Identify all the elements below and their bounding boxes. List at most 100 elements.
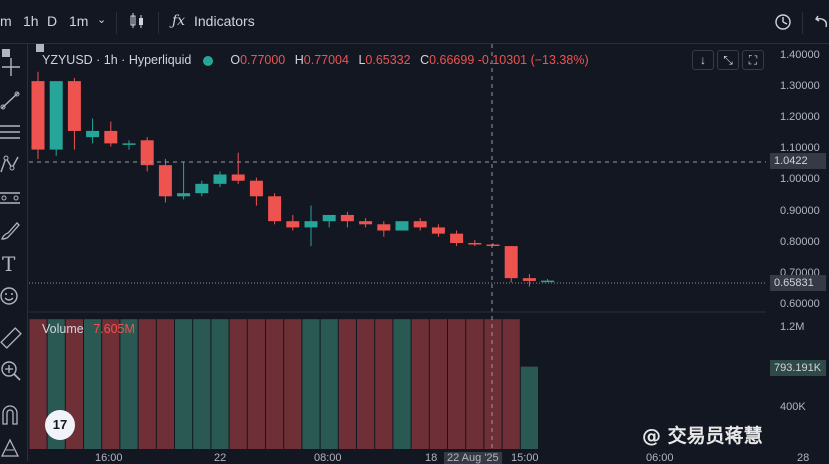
- candle-body[interactable]: [195, 183, 209, 194]
- candle-body[interactable]: [377, 224, 391, 231]
- candle-body[interactable]: [104, 130, 118, 144]
- candle-body[interactable]: [431, 227, 445, 234]
- volume-bar[interactable]: [211, 319, 229, 449]
- volume-label[interactable]: Volume: [42, 322, 84, 336]
- ruler-icon[interactable]: [0, 327, 22, 349]
- candle-body[interactable]: [249, 180, 263, 197]
- time-tick-label: 08:00: [314, 452, 342, 464]
- volume-bar[interactable]: [284, 319, 302, 449]
- price-chart[interactable]: [29, 44, 766, 461]
- volume-bar[interactable]: [411, 319, 429, 449]
- tradingview-logo[interactable]: 17: [45, 410, 75, 440]
- candle-body[interactable]: [468, 242, 482, 245]
- volume-bar[interactable]: [393, 319, 411, 449]
- candle-body[interactable]: [286, 221, 300, 228]
- replay-clock-icon[interactable]: [774, 12, 794, 35]
- volume-bar[interactable]: [247, 319, 265, 449]
- candle-body[interactable]: [504, 246, 518, 279]
- volume-tick-label: 400K: [780, 401, 806, 413]
- toolbar-divider: [802, 12, 803, 34]
- text-tool-icon[interactable]: T: [2, 252, 16, 276]
- volume-bar[interactable]: [502, 319, 520, 449]
- close-label: C: [420, 53, 430, 67]
- candle-body[interactable]: [140, 140, 154, 166]
- maximize-pane-button[interactable]: ⛶: [742, 50, 764, 70]
- drawing-toolbar: T: [0, 44, 28, 461]
- volume-bar[interactable]: [429, 319, 447, 449]
- candle-body[interactable]: [158, 165, 172, 197]
- volume-bar[interactable]: [484, 319, 502, 449]
- volume-bar[interactable]: [102, 319, 120, 449]
- candle-body[interactable]: [413, 221, 427, 228]
- candle-body[interactable]: [67, 81, 81, 131]
- candle-body[interactable]: [122, 143, 136, 145]
- forecast-tool-icon[interactable]: [0, 187, 22, 209]
- interval-d-button[interactable]: D: [47, 13, 58, 29]
- symbol-legend: YZYUSD · 1h · Hyperliquid O0.77000 H0.77…: [42, 53, 589, 67]
- volume-current-label: 793.191K: [770, 360, 826, 376]
- volume-bar[interactable]: [29, 319, 47, 449]
- volume-bar[interactable]: [138, 319, 156, 449]
- collapse-pane-button[interactable]: ⤡: [717, 50, 739, 70]
- candle-body[interactable]: [31, 81, 45, 150]
- brush-icon[interactable]: [0, 220, 22, 242]
- candle-body[interactable]: [340, 214, 354, 222]
- volume-bar[interactable]: [320, 319, 338, 449]
- interval-minutes-partial[interactable]: m: [0, 13, 12, 29]
- move-pane-down-button[interactable]: ↓: [692, 50, 714, 70]
- open-label: O: [230, 53, 241, 67]
- time-tick-label: 28: [797, 452, 810, 464]
- volume-bar[interactable]: [357, 319, 375, 449]
- horizontal-lines-icon[interactable]: [0, 121, 22, 143]
- function-indicators-icon[interactable]: ƒx: [172, 13, 186, 29]
- volume-bar[interactable]: [229, 319, 247, 449]
- volume-bar[interactable]: [266, 319, 284, 449]
- candle-body[interactable]: [486, 244, 500, 247]
- price-tick-label: 0.80000: [780, 235, 820, 248]
- candle-body[interactable]: [304, 221, 318, 228]
- indicators-button[interactable]: Indicators: [194, 13, 255, 29]
- candle-body[interactable]: [541, 280, 555, 283]
- candle-body[interactable]: [213, 174, 227, 184]
- volume-bar[interactable]: [120, 319, 138, 449]
- candle-body[interactable]: [86, 130, 100, 138]
- volume-bar[interactable]: [448, 319, 466, 449]
- volume-bar[interactable]: [338, 319, 356, 449]
- price-tick-label: 1.40000: [780, 49, 820, 61]
- magnet-icon[interactable]: [0, 404, 22, 426]
- zoom-in-icon[interactable]: [0, 360, 22, 382]
- volume-bar[interactable]: [520, 366, 538, 449]
- candle-body[interactable]: [395, 221, 409, 231]
- volume-bar[interactable]: [466, 319, 484, 449]
- undo-icon[interactable]: [814, 12, 829, 33]
- candle-body[interactable]: [49, 81, 63, 150]
- price-axis[interactable]: 1.40000 1.30000 1.20000 1.10000 1.00000 0.900…: [766, 44, 829, 461]
- candle-body[interactable]: [231, 174, 245, 181]
- candle-body[interactable]: [177, 193, 191, 197]
- volume-legend: Volume 7.605M: [42, 322, 135, 336]
- candle-body[interactable]: [450, 233, 464, 243]
- interval-1m-button[interactable]: 1m: [69, 13, 89, 29]
- emoji-icon[interactable]: [0, 285, 22, 307]
- volume-bar[interactable]: [193, 319, 211, 449]
- candle-body[interactable]: [268, 196, 282, 222]
- pattern-tool-icon[interactable]: [0, 154, 22, 176]
- favorites-star-icon[interactable]: [2, 46, 24, 68]
- candles-chart-type-icon[interactable]: [128, 11, 146, 34]
- candle-body[interactable]: [322, 214, 336, 222]
- chart-pane[interactable]: [29, 44, 766, 461]
- volume-bar[interactable]: [156, 319, 174, 449]
- interval-dropdown-chevron-icon[interactable]: ⌄: [97, 14, 107, 26]
- symbol-title[interactable]: YZYUSD · 1h · Hyperliquid: [42, 53, 192, 67]
- volume-bar[interactable]: [302, 319, 320, 449]
- volume-bar[interactable]: [375, 319, 393, 449]
- trend-line-icon[interactable]: [0, 89, 22, 111]
- chart-favorite-icon[interactable]: [36, 44, 44, 52]
- crosshair-icon[interactable]: [0, 56, 22, 78]
- candle-body[interactable]: [522, 278, 536, 281]
- volume-bar[interactable]: [84, 319, 102, 449]
- lock-drawings-icon[interactable]: [0, 436, 22, 458]
- interval-1h-button[interactable]: 1h: [23, 13, 39, 29]
- candle-body[interactable]: [359, 221, 373, 225]
- volume-bar[interactable]: [175, 319, 193, 449]
